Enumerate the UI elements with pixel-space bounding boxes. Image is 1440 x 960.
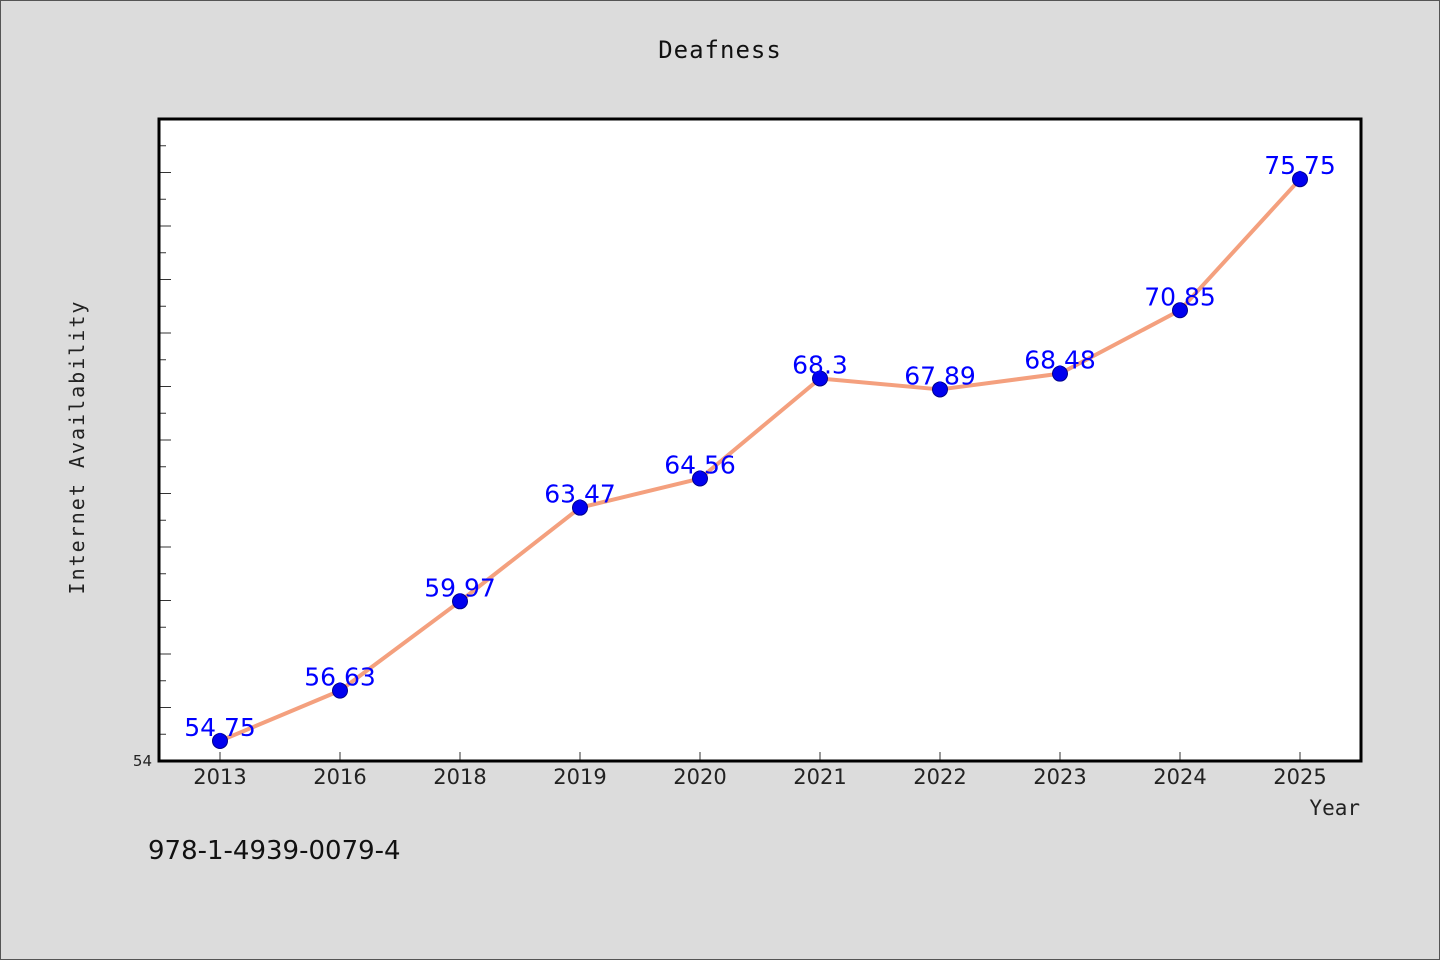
data-label: 63.47 [544, 480, 616, 509]
x-tick-label: 2020 [673, 765, 726, 789]
x-tick-label: 2024 [1153, 765, 1206, 789]
plot-border [157, 117, 1363, 763]
data-point [572, 499, 588, 516]
chart-title: Deafness [658, 36, 782, 64]
data-point [1052, 365, 1068, 382]
plot-area [159, 119, 1361, 761]
data-point [332, 682, 348, 699]
data-label: 70.85 [1144, 282, 1216, 311]
data-point [812, 370, 828, 387]
data-point [212, 732, 228, 749]
x-tick-label: 2023 [1033, 765, 1086, 789]
data-point [1292, 171, 1308, 188]
data-label: 59.97 [424, 573, 496, 602]
data-label: 68.3 [792, 350, 848, 379]
data-label: 67.89 [904, 361, 976, 390]
isbn-text: 978-1-4939-0079-4 [148, 836, 401, 866]
data-point [692, 470, 708, 487]
series-line [218, 177, 1302, 743]
x-tick-label: 2021 [793, 765, 846, 789]
y-tick-label: 54 [133, 752, 152, 770]
x-tick-label: 2025 [1273, 765, 1326, 789]
x-axis-ticks: 2013 2016 2018 2019 2020 2021 2022 2023 2024 2025 [193, 752, 1327, 789]
data-label: 54.75 [184, 713, 256, 742]
data-label: 68.48 [1024, 346, 1096, 375]
data-point [932, 381, 948, 398]
x-axis-label: Year [1309, 796, 1360, 820]
x-tick-label: 2018 [433, 765, 486, 789]
x-tick-label: 2019 [553, 765, 606, 789]
data-label: 75.75 [1264, 151, 1336, 180]
data-point [452, 593, 468, 610]
data-label: 56.63 [304, 663, 376, 692]
data-label: 64.56 [664, 451, 736, 480]
x-tick-label: 2016 [313, 765, 366, 789]
series-group: 54.75 56.63 59.97 63.47 64.56 68.3 67.89 68.48 7… [184, 151, 1336, 749]
data-point [1172, 302, 1188, 319]
x-tick-label: 2013 [193, 765, 246, 789]
x-tick-label: 2022 [913, 765, 966, 789]
